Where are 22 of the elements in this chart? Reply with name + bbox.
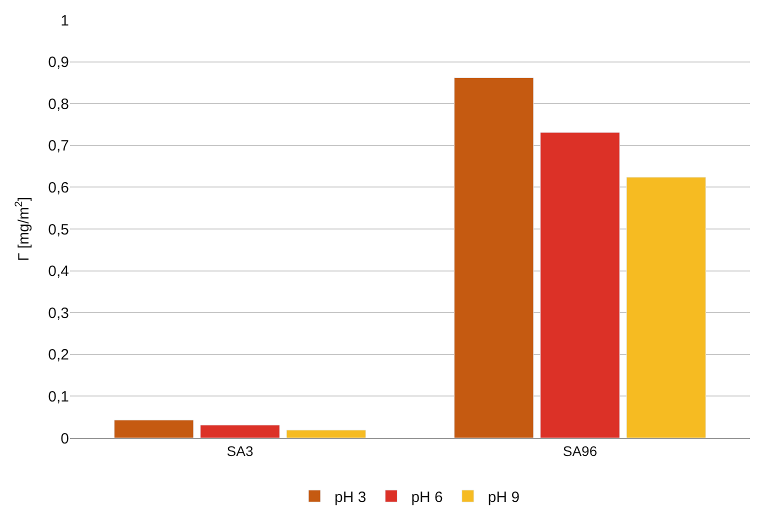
y-tick-label: 0,4	[48, 263, 69, 280]
y-tick-label: 0,8	[48, 96, 69, 113]
x-tick-label: SA96	[562, 442, 598, 459]
bar	[454, 77, 534, 438]
y-tick-label: 0,2	[48, 346, 69, 364]
y-tick-label: 0,3	[48, 304, 69, 322]
bar	[286, 430, 366, 438]
y-tick-label: 0,5	[48, 221, 69, 238]
bar	[626, 176, 706, 438]
legend-label: pH 6	[411, 488, 443, 506]
x-tick-label: SA3	[226, 442, 254, 459]
y-tick-label: 0	[60, 430, 69, 448]
y-tick-label: 1	[60, 12, 69, 30]
y-tick-label: 0,6	[48, 179, 69, 196]
legend-label: pH 3	[334, 488, 366, 506]
legend-label: pH 9	[488, 488, 520, 506]
y-tick-label: 0,7	[48, 138, 69, 155]
bar	[114, 420, 194, 438]
y-tick-label: 0,9	[48, 54, 69, 72]
bar	[200, 424, 280, 438]
bar	[540, 132, 620, 438]
y-tick-label: 0,1	[48, 388, 69, 406]
